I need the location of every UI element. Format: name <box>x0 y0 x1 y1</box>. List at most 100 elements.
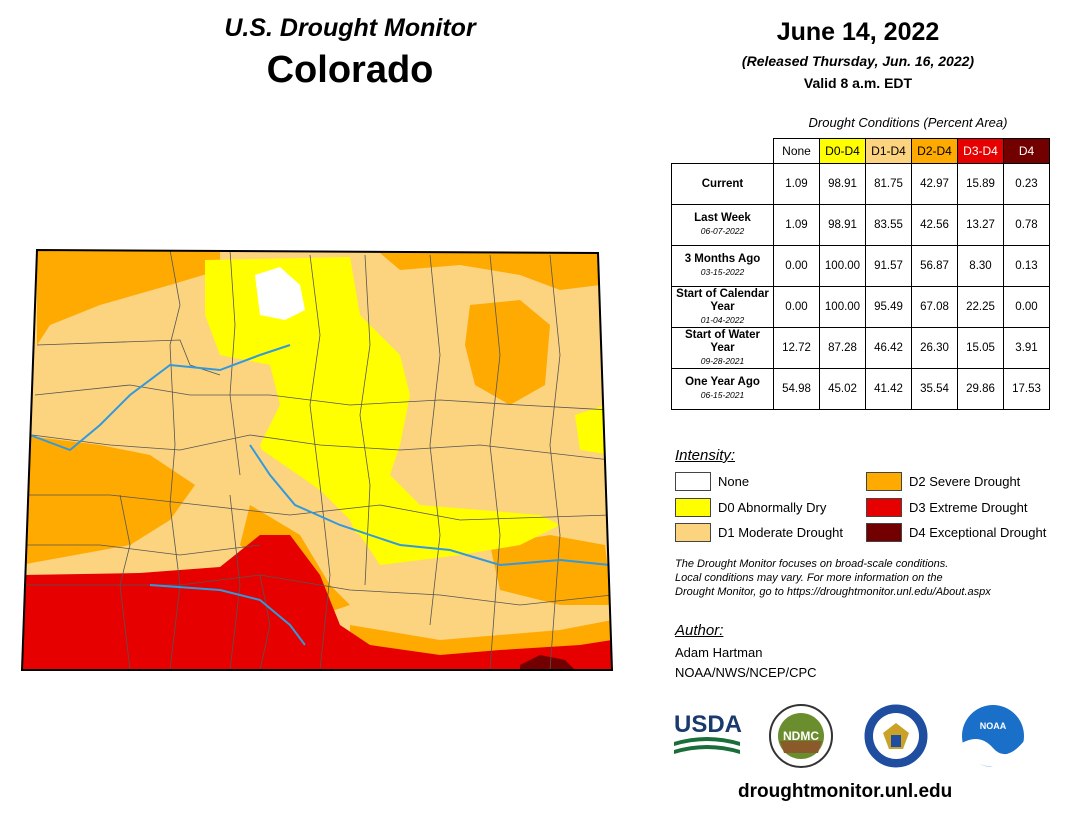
map-date: June 14, 2022 <box>776 18 940 46</box>
legend-item-d4: D4 Exceptional Drought <box>866 523 1046 542</box>
state-name: Colorado <box>266 49 434 91</box>
table-cell: 22.25 <box>957 286 1004 328</box>
table-row: One Year Ago 06-15-2021 54.98 45.02 41.42 35.… <box>671 368 1050 410</box>
table-header-row: None D0-D4 D1-D4 D2-D4 D3-D4 D4 <box>672 138 1050 164</box>
release-date: (Released Thursday, Jun. 16, 2022) <box>741 53 975 69</box>
row-label-text: Current <box>701 177 744 190</box>
row-label-text: Start of Calendar Year <box>676 287 769 313</box>
date-header: June 14, 2022 (Released Thursday, Jun. 1… <box>668 18 1048 91</box>
ndmc-logo: NDMC <box>769 704 833 768</box>
table-row: Start of Calendar Year 01-04-2022 0.00 100.… <box>671 286 1050 328</box>
row-label-text: 3 Months Ago <box>684 253 761 265</box>
col-header-d0-d4: D0-D4 <box>819 138 866 164</box>
legend-swatch-d3 <box>866 498 902 517</box>
legend-item-d1: D1 Moderate Drought <box>675 523 843 542</box>
row-label: 3 Months Ago 03-15-2022 <box>671 245 774 287</box>
table-cell: 0.23 <box>1003 163 1050 205</box>
legend-title: Intensity: <box>675 447 736 464</box>
table-cell: 1.09 <box>773 204 820 246</box>
table-cell: 15.05 <box>957 327 1004 369</box>
legend-item-d3: D3 Extreme Drought <box>866 498 1028 517</box>
row-label: Current <box>671 163 774 205</box>
table-cell: 17.53 <box>1003 368 1050 410</box>
col-header-d2-d4: D2-D4 <box>911 138 958 164</box>
table-cell: 26.30 <box>911 327 958 369</box>
row-date: 09-28-2021 <box>700 355 745 366</box>
author-org: NOAA/NWS/NCEP/CPC <box>675 665 817 680</box>
table-cell: 0.00 <box>1003 286 1050 328</box>
table-row: Current 1.09 98.91 81.75 42.97 15.89 0.23 <box>671 163 1050 205</box>
table-row: Start of Water Year 09-28-2021 12.72 87.28 4… <box>671 327 1050 369</box>
table-cell: 15.89 <box>957 163 1004 205</box>
table-cell: 8.30 <box>957 245 1004 287</box>
footer-url[interactable]: droughtmonitor.unl.edu <box>738 781 953 802</box>
d4-region-southeast <box>520 655 575 670</box>
table-caption: Drought Conditions (Percent Area) <box>808 115 1008 130</box>
legend-swatch-d0 <box>675 498 711 517</box>
row-label: Start of Water Year 09-28-2021 <box>671 327 774 369</box>
svg-text:NOAA: NOAA <box>980 721 1007 731</box>
table-row: 3 Months Ago 03-15-2022 0.00 100.00 91.57 56.… <box>671 245 1050 287</box>
map-title: U.S. Drought Monitor <box>224 14 476 42</box>
table-cell: 0.00 <box>773 245 820 287</box>
table-cell: 42.56 <box>911 204 958 246</box>
d2-region-southeast-2 <box>490 535 612 605</box>
table-cell: 29.86 <box>957 368 1004 410</box>
disclaimer-line-2: Local conditions may vary. For more info… <box>675 572 943 584</box>
table-cell: 41.42 <box>865 368 912 410</box>
legend-swatch-d4 <box>866 523 902 542</box>
author-title: Author: <box>675 622 724 639</box>
table-cell: 100.00 <box>819 245 866 287</box>
disclaimer-line-1: The Drought Monitor focuses on broad-sca… <box>675 558 949 570</box>
table-cell: 45.02 <box>819 368 866 410</box>
table-cell: 95.49 <box>865 286 912 328</box>
legend-swatch-d2 <box>866 472 902 491</box>
row-date: 01-04-2022 <box>700 314 745 325</box>
table-cell: 87.28 <box>819 327 866 369</box>
table-cell: 1.09 <box>773 163 820 205</box>
col-header-d4: D4 <box>1003 138 1050 164</box>
table-cell: 100.00 <box>819 286 866 328</box>
d3-region-south <box>22 535 612 670</box>
d1-region-central-inset <box>255 445 360 550</box>
table-cell: 42.97 <box>911 163 958 205</box>
none-region-north <box>255 267 305 320</box>
col-header-none: None <box>773 138 820 164</box>
table-cell: 46.42 <box>865 327 912 369</box>
colorado-drought-map <box>20 248 614 671</box>
table-cell: 81.75 <box>865 163 912 205</box>
d2-region-east <box>465 300 550 405</box>
noaa-logo: NOAA <box>962 705 1024 768</box>
table-row: Last Week 06-07-2022 1.09 98.91 83.55 42.56 13… <box>671 204 1050 246</box>
svg-text:USDA: USDA <box>674 711 742 738</box>
col-header-d3-d4: D3-D4 <box>957 138 1004 164</box>
row-label: Last Week 06-07-2022 <box>671 204 774 246</box>
state-outline <box>20 248 614 671</box>
row-label-text: Start of Water Year <box>685 328 760 354</box>
row-date: 06-07-2022 <box>700 226 745 236</box>
row-label-text: Last Week <box>694 212 751 224</box>
table-cell: 54.98 <box>773 368 820 410</box>
usda-logo: USDA <box>674 711 742 754</box>
valid-time: Valid 8 a.m. EDT <box>803 75 913 91</box>
row-date: 06-15-2021 <box>700 390 745 400</box>
commerce-seal-logo <box>864 704 928 768</box>
row-label-text: One Year Ago <box>685 376 760 388</box>
disclaimer-line-3: Drought Monitor, go to https://droughtmo… <box>675 586 991 598</box>
legend-item-d2: D2 Severe Drought <box>866 472 1020 491</box>
table-cell: 35.54 <box>911 368 958 410</box>
legend-swatch-none <box>675 472 711 491</box>
table-cell: 67.08 <box>911 286 958 328</box>
disclaimer-text: The Drought Monitor focuses on broad-sca… <box>675 557 1070 599</box>
table-cell: 91.57 <box>865 245 912 287</box>
table-cell: 13.27 <box>957 204 1004 246</box>
table-cell: 83.55 <box>865 204 912 246</box>
d2-region-west <box>22 435 195 565</box>
author-name: Adam Hartman <box>675 645 763 660</box>
row-date: 03-15-2022 <box>700 267 745 277</box>
table-cell: 98.91 <box>819 204 866 246</box>
col-header-d1-d4: D1-D4 <box>865 138 912 164</box>
svg-text:NDMC: NDMC <box>783 729 819 743</box>
drought-conditions-table: None D0-D4 D1-D4 D2-D4 D3-D4 D4 Current 1… <box>671 138 1050 410</box>
table-corner <box>672 139 774 164</box>
